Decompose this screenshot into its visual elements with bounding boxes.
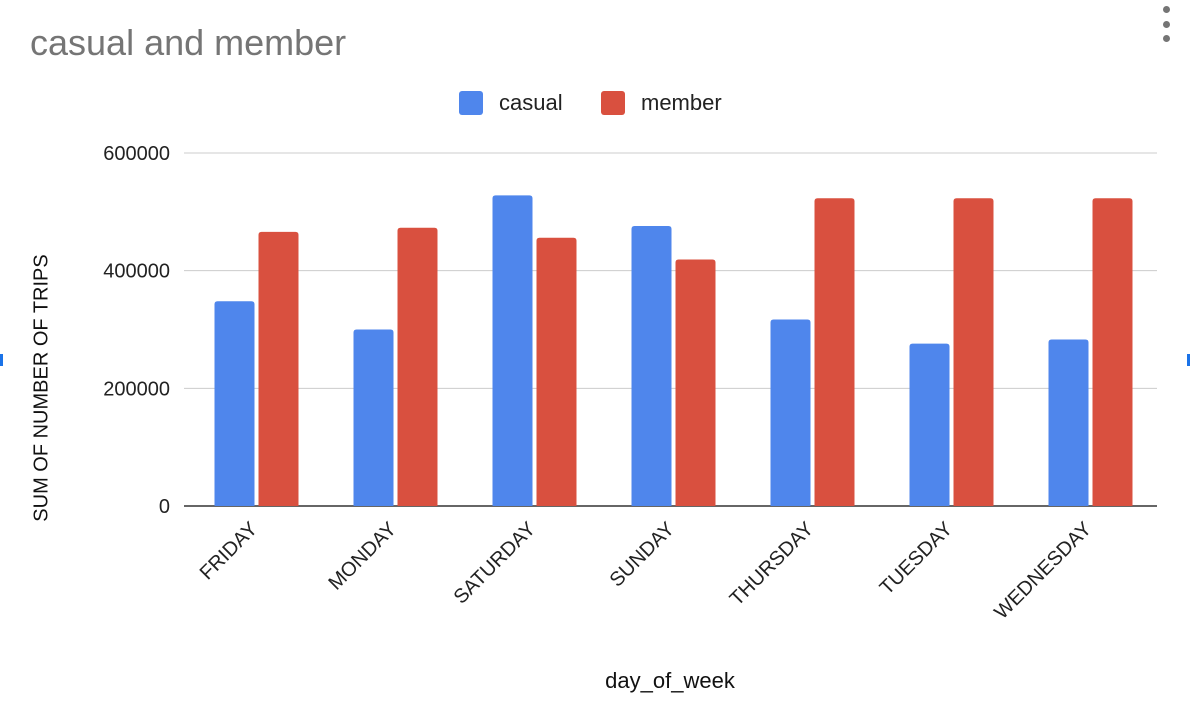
x-axis-title: day_of_week [605, 668, 735, 693]
bar-casual-sunday[interactable] [631, 225, 672, 506]
x-tick-label: WEDNESDAY [990, 518, 1096, 624]
legend: casual member [0, 88, 1190, 118]
more-options-icon[interactable] [1158, 6, 1174, 42]
legend-swatch-casual [459, 91, 483, 115]
y-tick-label: 200000 [103, 378, 170, 400]
y-axis-title: SUM OF NUMBER OF TRIPS [30, 254, 53, 522]
bar-casual-thursday[interactable] [770, 319, 811, 506]
chart-title: casual and member [30, 22, 347, 63]
y-tick-label: 400000 [103, 261, 170, 283]
x-tick-label: FRIDAY [196, 518, 262, 584]
bar-member-saturday[interactable] [536, 237, 577, 506]
left-resize-handle[interactable] [0, 354, 3, 366]
legend-item-member[interactable]: member [601, 88, 722, 118]
x-tick-label: MONDAY [324, 518, 401, 595]
y-tick-label: 600000 [103, 143, 170, 165]
bar-casual-saturday[interactable] [492, 195, 533, 507]
bar-casual-monday[interactable] [353, 329, 394, 507]
bar-member-friday[interactable] [258, 231, 299, 506]
legend-label-casual: casual [499, 90, 563, 115]
bar-casual-tuesday[interactable] [909, 343, 950, 506]
x-tick-label: TUESDAY [876, 518, 957, 599]
legend-swatch-member [601, 91, 625, 115]
bar-casual-friday[interactable] [214, 301, 255, 506]
bar-member-wednesday[interactable] [1092, 198, 1133, 506]
x-tick-label: SUNDAY [606, 518, 679, 591]
right-resize-handle[interactable] [1187, 354, 1190, 366]
bar-casual-wednesday[interactable] [1048, 339, 1089, 506]
legend-item-casual[interactable]: casual [459, 88, 563, 118]
bar-member-monday[interactable] [397, 227, 438, 507]
y-tick-label: 0 [159, 496, 170, 518]
bar-member-tuesday[interactable] [953, 198, 994, 506]
legend-label-member: member [641, 90, 722, 115]
bar-member-thursday[interactable] [814, 198, 855, 506]
x-tick-label: SATURDAY [450, 518, 540, 608]
x-tick-label: THURSDAY [726, 518, 818, 610]
bar-member-sunday[interactable] [675, 259, 716, 506]
